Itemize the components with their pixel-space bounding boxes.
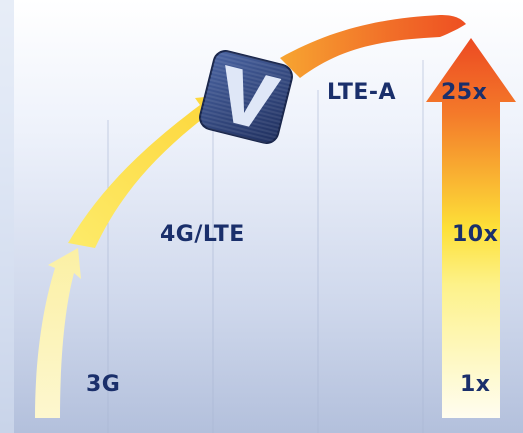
label-lte-a: LTE-A — [327, 80, 397, 105]
label-3g: 3G — [86, 372, 121, 397]
label-4g-lte: 4G/LTE — [160, 222, 245, 247]
arc-segment-4g-lte — [68, 95, 226, 248]
arc-segment-3g — [35, 248, 81, 418]
left-edge-band — [0, 0, 14, 433]
grid-lines — [107, 60, 424, 433]
growth-arrow-bar — [426, 38, 516, 418]
v-logo-icon — [199, 50, 293, 144]
label-25x: 25x — [441, 80, 488, 105]
label-10x: 10x — [452, 222, 499, 247]
arc-segment-lte-a — [280, 15, 466, 78]
label-1x: 1x — [460, 372, 491, 397]
